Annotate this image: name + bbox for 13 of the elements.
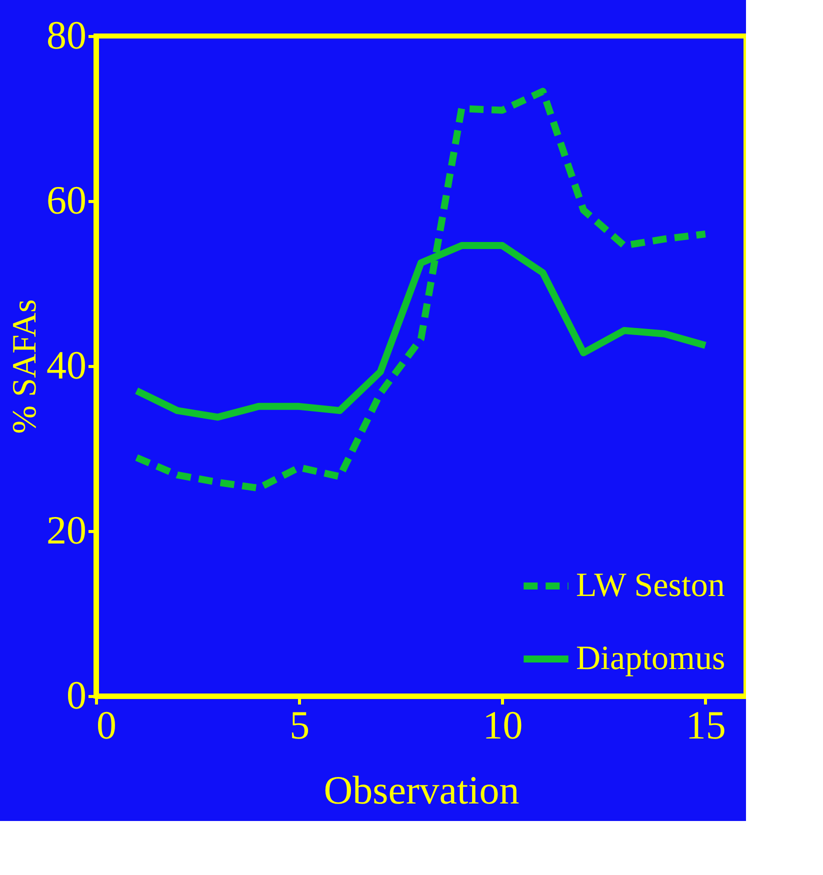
y-tick-label: 60	[46, 178, 86, 222]
x-tick-label: 0	[96, 702, 116, 748]
y-tick-label: 0	[66, 672, 86, 718]
y-tick-label: 80	[46, 12, 86, 58]
x-axis-title: Observation	[324, 768, 520, 812]
legend-label: LW Seston	[576, 567, 725, 604]
x-tick-label: 5	[290, 702, 310, 748]
y-axis-title: % SAFAs	[6, 299, 44, 434]
y-tick-label: 40	[46, 342, 86, 388]
y-tick-label: 20	[46, 508, 86, 552]
x-tick-label: 15	[686, 702, 726, 748]
x-tick-label: 10	[482, 702, 523, 748]
legend-label: Diaptomus	[576, 640, 726, 677]
